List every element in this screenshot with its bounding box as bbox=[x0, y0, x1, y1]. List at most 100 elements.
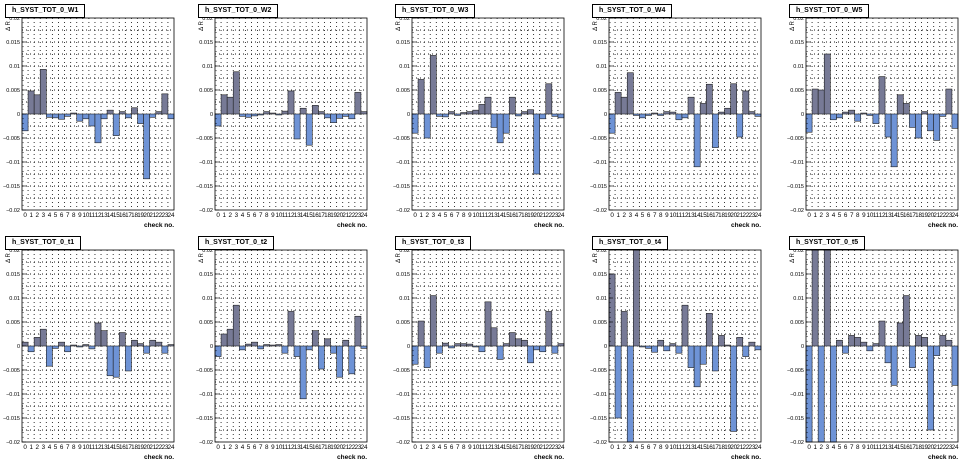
x-tick-label: 15 bbox=[113, 444, 120, 451]
x-tick-label: 24 bbox=[952, 212, 959, 219]
x-tick-label: 12 bbox=[682, 212, 689, 219]
bar-mark bbox=[348, 345, 356, 375]
bar-mark bbox=[508, 332, 516, 347]
y-axis-label: Δ R bbox=[593, 253, 599, 263]
x-tick-label: 2 bbox=[623, 212, 627, 219]
x-axis: 0 1 2 3 4 5 6 7 8 9 10 11 12 13 14 15 16 17 18 19 20 21 22 23 24 bbox=[413, 444, 565, 451]
x-tick-label: 6 bbox=[450, 212, 454, 219]
x-tick-label: 16 bbox=[119, 444, 126, 451]
y-tick-label: −0.02 bbox=[199, 208, 213, 214]
bar-mark bbox=[854, 113, 862, 122]
y-tick-label: 0.015 bbox=[790, 40, 804, 46]
bar-mark bbox=[608, 273, 616, 347]
bar-mark bbox=[645, 345, 652, 349]
bar-mark bbox=[257, 345, 264, 350]
bar-mark bbox=[58, 113, 65, 120]
y-tick-label: 0.02 bbox=[9, 248, 20, 254]
bar-mark bbox=[263, 344, 271, 347]
bar-mark bbox=[118, 111, 126, 115]
bar-mark bbox=[112, 113, 120, 136]
bar-mark bbox=[318, 111, 325, 115]
bar-mark bbox=[149, 339, 157, 347]
bar-mark bbox=[64, 113, 71, 117]
bar-mark bbox=[161, 93, 169, 115]
bar-mark bbox=[490, 113, 498, 128]
x-tick-label: 19 bbox=[137, 212, 144, 219]
x-tick-label: 8 bbox=[72, 212, 76, 219]
bar-mark bbox=[651, 345, 658, 353]
bar-mark bbox=[318, 345, 325, 370]
x-tick-label: 24 bbox=[361, 444, 368, 451]
chart-panel: 0.02 0.015 0.01 0.005 0 −0.005 −0.01 −0.015 −0.0… bbox=[784, 0, 961, 232]
bar-mark bbox=[263, 111, 271, 115]
y-axis: 0.02 0.015 0.01 0.005 0 −0.005 −0.01 −0.015 −0.0… bbox=[196, 16, 219, 214]
x-tick-label: 14 bbox=[497, 212, 504, 219]
x-tick-label: 2 bbox=[426, 444, 430, 451]
y-tick-label: −0.015 bbox=[3, 416, 20, 422]
x-tick-label: 4 bbox=[832, 444, 836, 451]
bar-mark bbox=[429, 55, 437, 115]
bar-series bbox=[21, 69, 175, 180]
bar-mark bbox=[933, 113, 941, 141]
x-tick-label: 13 bbox=[294, 212, 301, 219]
bar-mark bbox=[614, 92, 622, 115]
y-tick-label: 0.01 bbox=[596, 296, 607, 302]
x-tick-label: 11 bbox=[89, 212, 96, 219]
x-tick-label: 7 bbox=[259, 444, 263, 451]
y-tick-label: 0 bbox=[210, 112, 213, 118]
x-tick-label: 2 bbox=[229, 212, 233, 219]
bar-series bbox=[214, 304, 368, 400]
y-tick-label: 0 bbox=[210, 344, 213, 350]
bar-mark bbox=[281, 345, 289, 354]
chart-title: h_SYST_TOT_0_t2 bbox=[198, 236, 275, 250]
x-tick-label: 16 bbox=[706, 212, 713, 219]
x-tick-label: 18 bbox=[131, 444, 138, 451]
x-tick-label: 21 bbox=[342, 444, 349, 451]
x-tick-label: 16 bbox=[903, 212, 910, 219]
x-tick-label: 3 bbox=[629, 444, 633, 451]
x-tick-label: 12 bbox=[95, 212, 102, 219]
x-tick-label: 21 bbox=[539, 212, 546, 219]
x-tick-label: 11 bbox=[479, 444, 486, 451]
bar-series bbox=[805, 249, 959, 443]
y-tick-label: 0.005 bbox=[6, 320, 20, 326]
x-tick-label: 11 bbox=[676, 212, 683, 219]
bar-mark bbox=[39, 328, 47, 347]
y-tick-label: 0 bbox=[17, 344, 20, 350]
x-tick-label: 21 bbox=[342, 212, 349, 219]
bar-mark bbox=[46, 113, 53, 118]
y-tick-label: 0.015 bbox=[6, 272, 20, 278]
bar-mark bbox=[878, 320, 886, 347]
y-tick-label: −0.01 bbox=[790, 392, 804, 398]
x-tick-label: 0 bbox=[807, 444, 811, 451]
y-tick-label: 0.01 bbox=[793, 64, 804, 70]
y-axis: 0.02 0.015 0.01 0.005 0 −0.005 −0.01 −0.015 −0.0… bbox=[3, 16, 26, 214]
x-tick-label: 22 bbox=[545, 444, 552, 451]
bar-mark bbox=[100, 330, 108, 347]
x-tick-label: 24 bbox=[558, 444, 565, 451]
x-axis: 0 1 2 3 4 5 6 7 8 9 10 11 12 13 14 15 16 17 18 19 20 21 22 23 24 bbox=[23, 444, 175, 451]
y-axis: 0.02 0.015 0.01 0.005 0 −0.005 −0.01 −0.015 −0.0… bbox=[196, 248, 219, 446]
x-tick-label: 13 bbox=[688, 444, 695, 451]
bar-mark bbox=[496, 345, 504, 360]
x-tick-label: 23 bbox=[946, 444, 953, 451]
x-tick-label: 16 bbox=[706, 444, 713, 451]
x-tick-label: 2 bbox=[36, 444, 40, 451]
x-tick-label: 11 bbox=[479, 212, 486, 219]
x-tick-label: 13 bbox=[491, 212, 498, 219]
x-tick-label: 15 bbox=[897, 212, 904, 219]
x-tick-label: 17 bbox=[318, 212, 325, 219]
bar-mark bbox=[293, 113, 301, 140]
x-tick-label: 6 bbox=[253, 212, 257, 219]
bar-mark bbox=[287, 311, 295, 347]
y-tick-label: 0.02 bbox=[793, 248, 804, 254]
x-tick-label: 5 bbox=[641, 212, 645, 219]
x-tick-label: 0 bbox=[23, 212, 27, 219]
x-tick-label: 18 bbox=[324, 444, 331, 451]
x-tick-label: 12 bbox=[485, 212, 492, 219]
bar-mark bbox=[657, 113, 665, 116]
bar-mark bbox=[354, 92, 362, 115]
x-tick-label: 24 bbox=[168, 444, 175, 451]
x-tick-label: 17 bbox=[909, 212, 916, 219]
x-tick-label: 9 bbox=[78, 444, 82, 451]
